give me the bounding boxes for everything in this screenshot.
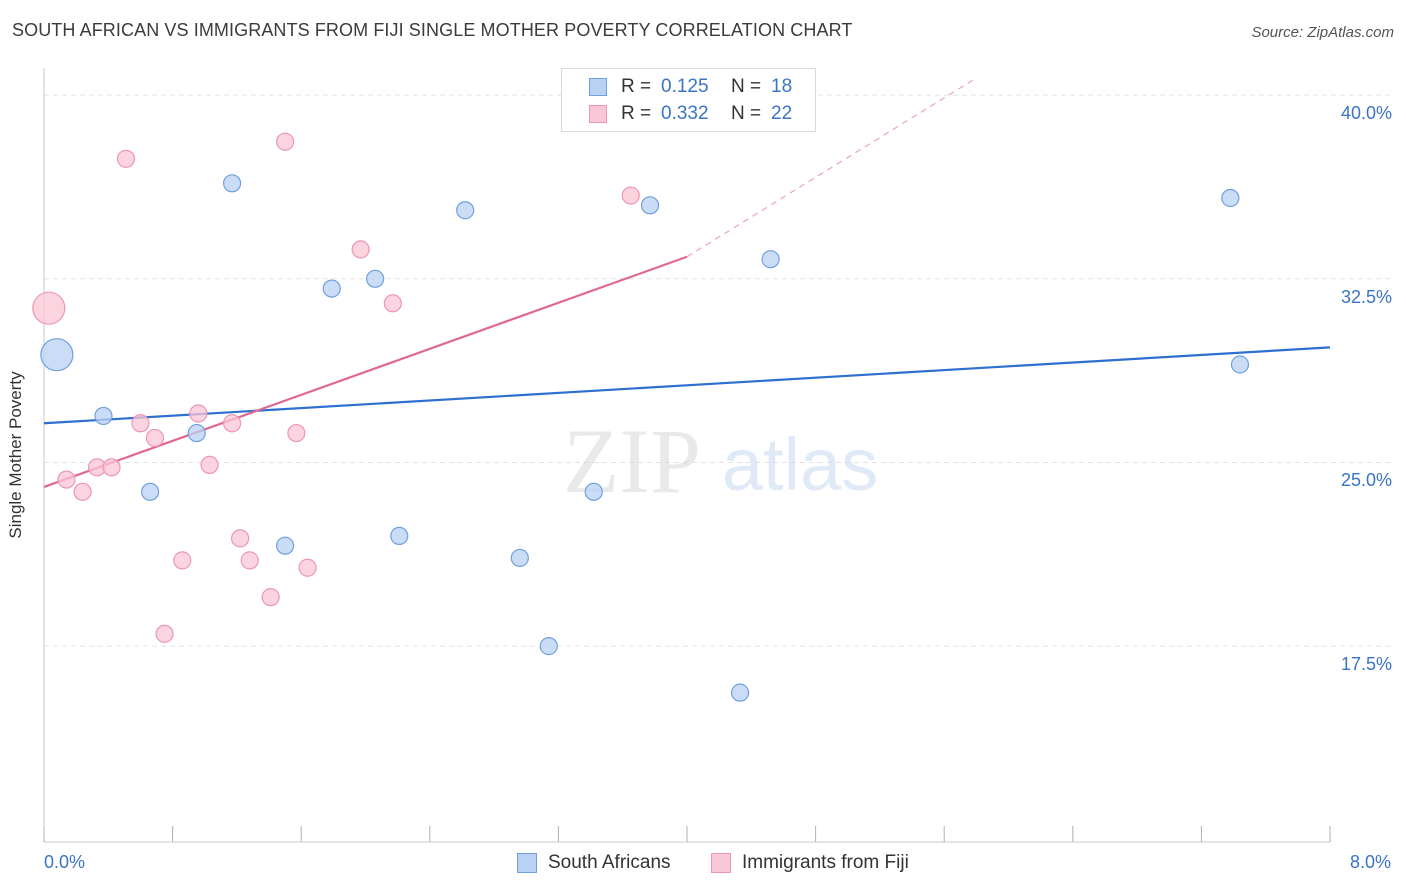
legend-swatch-blue [589,78,607,96]
data-point-south-african [40,338,74,372]
trend-line-fiji-extension [686,77,977,258]
legend-n-key: N = [731,76,762,97]
data-point-fiji [116,149,136,168]
data-point-south-african [222,174,242,193]
data-point-south-african [322,279,341,298]
axes [43,68,1331,843]
data-point-fiji [222,414,242,433]
data-point-fiji [173,551,192,570]
watermark: ZIP atlas [563,410,878,512]
legend-row-fiji: R = 0.332 N = 22 [562,101,792,127]
legend-swatch-pink [589,105,607,123]
y-tick-label: 40.0% [1340,103,1392,124]
data-point-south-african [456,201,475,220]
legend-n-value: 22 [771,103,793,124]
correlation-legend: R = 0.125 N = 18 R = 0.332 N = 22 [561,68,816,132]
data-point-south-african [1221,188,1240,208]
data-point-fiji [145,428,165,448]
data-point-fiji [621,186,640,205]
data-point-fiji [102,458,121,477]
legend-swatch-blue [517,853,537,873]
legend-swatch-pink [711,853,731,873]
chart-title: SOUTH AFRICAN VS IMMIGRANTS FROM FIJI SI… [12,20,853,40]
legend-label: Immigrants from Fiji [742,852,909,873]
data-point-south-african [730,683,750,702]
legend-row-south-africans: R = 0.125 N = 18 [562,74,792,100]
data-point-south-african [390,526,409,546]
data-point-south-african [584,482,603,501]
data-point-south-african [539,637,558,656]
y-tick-label: 25.0% [1340,470,1392,491]
legend-r-value: 0.125 [661,76,709,97]
watermark-zip: ZIP [563,410,701,512]
watermark-atlas: atlas [722,423,878,506]
data-point-fiji [383,294,402,313]
data-point-fiji [32,291,66,325]
legend-r-value: 0.332 [661,103,709,124]
legend-item-south-africans[interactable]: South Africans [517,852,671,874]
y-tick-label: 17.5% [1340,654,1392,675]
data-point-fiji [240,551,259,570]
y-tick-label: 32.5% [1340,286,1392,307]
data-point-south-african [510,548,529,568]
data-point-south-african [187,423,206,443]
legend-label: South Africans [548,852,671,873]
data-point-fiji [287,423,306,443]
data-point-fiji [57,470,76,489]
data-point-fiji [155,624,174,643]
legend-n-value: 18 [771,76,793,97]
data-point-fiji [298,558,317,577]
data-point-fiji [73,482,92,501]
data-point-fiji [200,455,219,474]
data-point-fiji [131,414,150,433]
trend-line-fiji [43,255,688,488]
data-point-fiji [261,588,280,607]
source-label: Source: ZipAtlas.com [1251,24,1394,41]
data-point-south-african [761,250,780,269]
data-points [32,132,1250,702]
data-point-south-african [640,196,660,215]
y-axis-label: Single Mother Poverty [6,371,25,539]
data-point-south-african [140,482,160,501]
x-tick-label-min: 0.0% [44,852,86,872]
legend-r-key: R = [621,76,652,97]
x-tick-label-max: 8.0% [1350,852,1392,872]
data-point-south-african [1230,355,1250,374]
trend-lines [43,77,1331,488]
data-point-fiji [276,132,295,151]
data-point-south-african [366,269,385,288]
data-point-fiji [189,404,208,423]
legend-r-key: R = [621,103,652,124]
series-legend: South Africans Immigrants from Fiji [0,852,1406,878]
legend-item-fiji[interactable]: Immigrants from Fiji [711,852,909,874]
data-point-south-african [94,406,113,426]
data-point-fiji [231,529,250,548]
legend-n-key: N = [731,103,762,124]
data-point-fiji [351,240,370,259]
data-point-south-african [276,536,295,555]
